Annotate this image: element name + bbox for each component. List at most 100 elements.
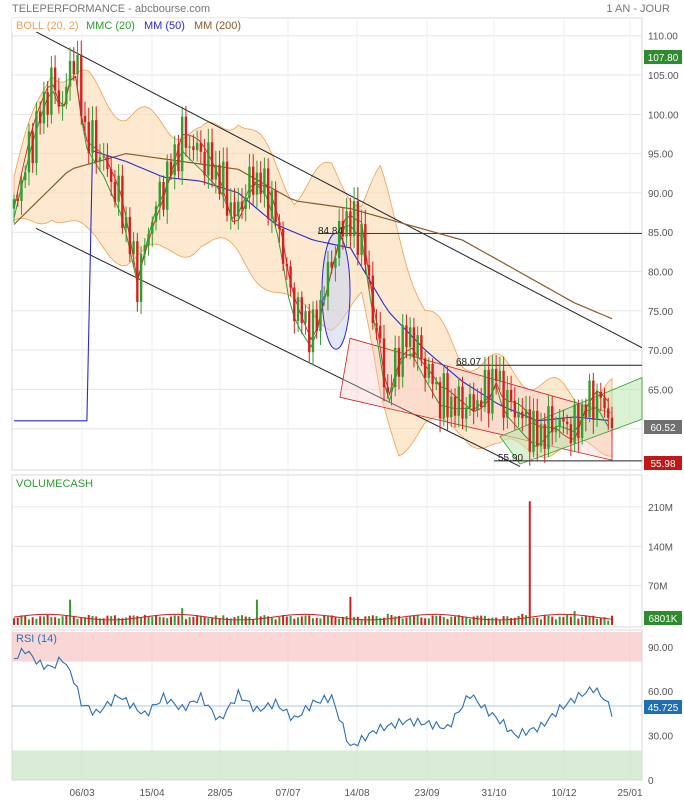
legend-boll: BOLL (20, 2) — [16, 20, 79, 32]
candle-body — [610, 417, 614, 429]
legend-mm200: MM (200) — [194, 20, 241, 32]
candle-body — [65, 86, 68, 105]
candle-body — [412, 327, 416, 358]
candle-body — [371, 275, 374, 324]
price-tick-label: 110.00 — [648, 32, 678, 43]
candle-body — [132, 241, 135, 255]
volume-bar — [491, 617, 494, 625]
candle-body — [577, 404, 580, 439]
volume-bar — [110, 616, 113, 625]
candle-body — [184, 116, 188, 148]
date-tick-label: 31/10 — [481, 788, 506, 799]
price-layer — [12, 31, 643, 467]
price-tick-label: 80.00 — [648, 268, 673, 279]
volume-bar — [375, 616, 378, 625]
candle-body — [326, 261, 330, 297]
volume-bar — [177, 616, 180, 625]
volume-bar — [573, 610, 576, 625]
candle-body — [289, 266, 292, 288]
volume-bar — [226, 617, 229, 625]
volume-last-tag: 6801K — [644, 611, 682, 625]
volume-bar — [84, 617, 87, 625]
volume-bar — [543, 615, 546, 625]
candle-body — [188, 146, 191, 148]
candle-body — [308, 311, 311, 353]
volume-bar — [457, 614, 460, 625]
volume-bar — [435, 615, 438, 625]
candle-body — [562, 417, 565, 422]
svg-text:6801K: 6801K — [649, 614, 678, 625]
trend-channel-lower — [35, 227, 521, 467]
candle-body — [225, 161, 229, 216]
candle-body — [394, 347, 397, 388]
volume-bar — [166, 618, 169, 625]
volume-bar — [16, 617, 19, 625]
volume-bar — [353, 616, 356, 625]
candle-body — [450, 396, 453, 418]
volume-bar — [72, 616, 75, 625]
candle-body — [558, 417, 561, 427]
volume-bar — [192, 616, 195, 625]
volume-bar — [379, 617, 382, 625]
volume-bar — [528, 501, 531, 625]
volume-bar — [312, 618, 314, 625]
volume-bar — [218, 618, 221, 625]
volume-bar — [397, 615, 400, 625]
rsi-line — [13, 647, 613, 747]
close-price-tag: 60.52 — [644, 420, 682, 434]
candle-body — [214, 164, 218, 180]
candle-body — [494, 368, 498, 381]
volume-bar — [95, 616, 98, 625]
candle-body — [109, 168, 113, 182]
volume-bar — [465, 616, 468, 625]
volume-bar — [54, 617, 57, 625]
candle-body — [319, 299, 322, 332]
candle-body — [453, 396, 457, 416]
volume-bar — [69, 599, 72, 625]
volume-bar — [188, 617, 191, 625]
candle-body — [31, 131, 34, 164]
price-tick-label: 90.00 — [648, 189, 673, 200]
volume-bar — [87, 614, 90, 625]
volume-bar — [588, 615, 591, 625]
candle-body — [38, 111, 42, 124]
annotation-level-84: 84.84 — [318, 226, 343, 237]
volume-bar — [248, 616, 251, 625]
date-tick-label: 10/12 — [551, 788, 576, 799]
volume-bar — [285, 616, 288, 625]
volume-bar — [468, 618, 471, 625]
candle-body — [364, 223, 367, 265]
candle-body — [199, 142, 203, 152]
svg-text:107.80: 107.80 — [648, 53, 679, 64]
candle-body — [379, 325, 382, 339]
candle-body — [423, 358, 427, 378]
candle-body — [554, 426, 558, 433]
volume-bar — [334, 617, 337, 625]
rsi-oversold-zone — [12, 750, 642, 780]
candle-body — [98, 157, 102, 162]
candle-body — [72, 60, 75, 75]
volume-bar — [308, 615, 311, 625]
candle-body — [50, 67, 53, 115]
candle-body — [330, 261, 333, 268]
candle-body — [147, 233, 150, 246]
candle-body — [151, 221, 154, 234]
volume-bar — [476, 615, 479, 625]
volume-bar — [502, 616, 505, 625]
candle-body — [536, 410, 539, 447]
candle-body — [285, 263, 289, 267]
svg-text:55.98: 55.98 — [650, 459, 675, 470]
volume-bar — [562, 616, 565, 625]
candle-body — [259, 172, 262, 195]
candle-body — [547, 406, 550, 449]
volume-bar — [222, 615, 225, 625]
rsi-overbought-zone — [12, 632, 642, 662]
last-price-tag: 107.80 — [644, 50, 682, 64]
candle-body — [210, 142, 214, 180]
volume-bar — [427, 618, 430, 625]
volume-average-line — [13, 613, 613, 621]
svg-text:45.725: 45.725 — [648, 703, 679, 714]
candle-body — [521, 411, 524, 419]
volume-bar — [596, 618, 599, 625]
